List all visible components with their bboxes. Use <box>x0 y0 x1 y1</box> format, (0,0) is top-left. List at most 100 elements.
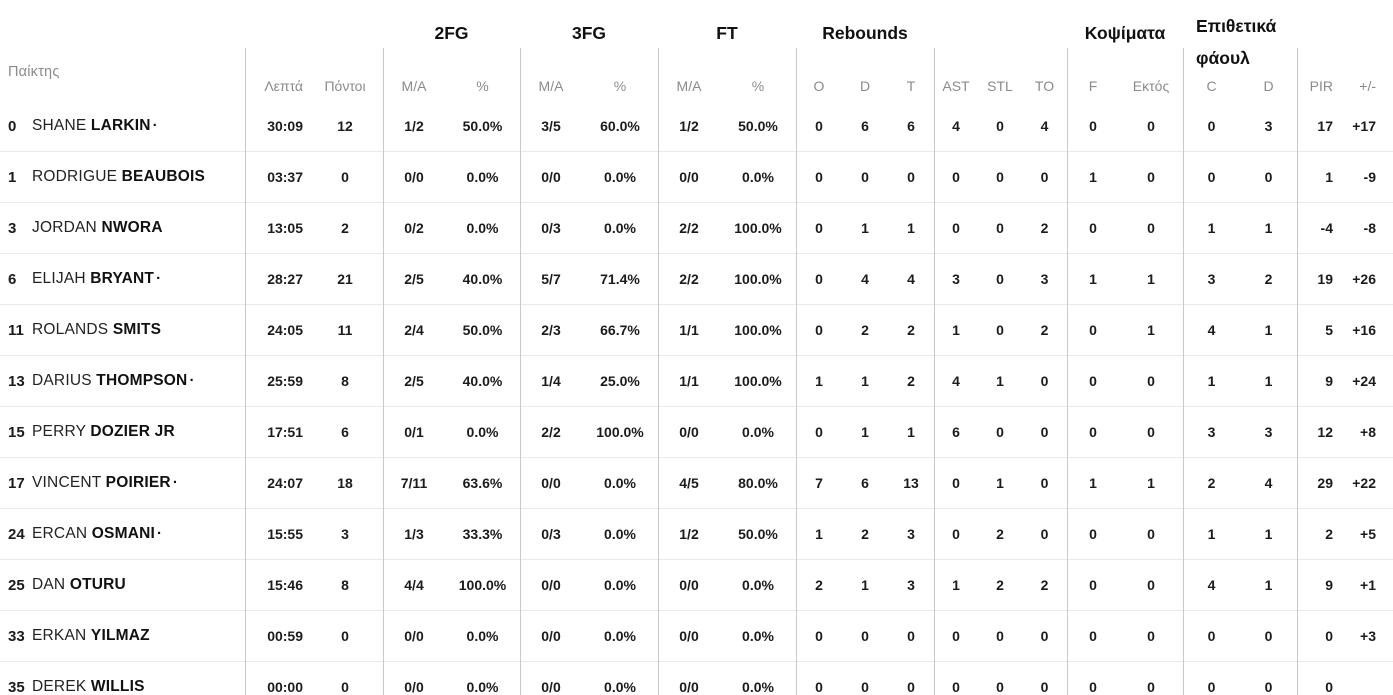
cell-steals: 0 <box>996 118 1004 134</box>
cell-blocks-against: 0 <box>1147 220 1155 236</box>
player-cell[interactable]: 17 VINCENT POIRIER · <box>0 474 245 492</box>
cell-2fg-pct: 40.0% <box>462 271 503 287</box>
cell-3fg-pct: 0.0% <box>604 628 636 644</box>
cell-reb-tot: 0 <box>907 628 915 644</box>
table-row: 11 ROLANDS SMITS 24:05 11 2/4 50.0% 2/3 … <box>0 305 1393 356</box>
cell-blocks-for: 0 <box>1089 628 1097 644</box>
cell-reb-def: 2 <box>861 322 869 338</box>
column-header-steals: STL <box>987 78 1013 94</box>
column-divider <box>520 48 521 695</box>
cell-ft-ma: 0/0 <box>679 577 699 593</box>
cell-reb-def: 2 <box>861 526 869 542</box>
table-row: 0 SHANE LARKIN · 30:09 12 1/2 50.0% 3/5 6… <box>0 101 1393 152</box>
cell-2fg-ma: 0/2 <box>404 220 424 236</box>
player-number: 35 <box>8 678 25 695</box>
player-first-name: VINCENT <box>32 474 102 491</box>
cell-reb-tot: 0 <box>907 679 915 695</box>
subheader-spacer <box>0 78 245 94</box>
cell-ft-pct: 0.0% <box>742 679 774 695</box>
cell-ft-ma: 1/2 <box>679 526 699 542</box>
cell-points: 2 <box>341 220 349 236</box>
cell-ft-pct: 100.0% <box>734 322 782 338</box>
column-header-blocks-against: Εκτός <box>1132 78 1170 94</box>
player-last-name: BEAUBOIS <box>121 168 206 185</box>
cell-fouls-committed: 1 <box>1207 526 1216 542</box>
player-number: 13 <box>8 372 25 390</box>
column-header-3fg-ma: M/A <box>538 78 564 94</box>
cell-2fg-ma: 1/2 <box>404 118 424 134</box>
column-header-blocks-for: F <box>1088 78 1098 94</box>
player-cell[interactable]: 33 ERKAN YILMAZ <box>0 627 245 645</box>
player-number: 25 <box>8 576 25 594</box>
cell-steals: 0 <box>996 679 1004 695</box>
player-cell[interactable]: 35 DEREK WILLIS <box>0 678 245 695</box>
cell-blocks-for: 1 <box>1089 475 1097 491</box>
starter-marker: · <box>156 270 162 287</box>
player-cell[interactable]: 3 JORDAN NWORA <box>0 219 245 237</box>
cell-3fg-pct: 0.0% <box>604 577 636 593</box>
cell-ft-ma: 1/1 <box>679 373 699 389</box>
cell-ft-ma: 1/2 <box>679 118 699 134</box>
cell-2fg-pct: 0.0% <box>466 679 499 695</box>
player-number: 33 <box>8 627 25 645</box>
cell-points: 6 <box>341 424 349 440</box>
cell-steals: 2 <box>996 526 1004 542</box>
cell-blocks-for: 0 <box>1089 526 1097 542</box>
player-cell[interactable]: 24 ERCAN OSMANI · <box>0 525 245 543</box>
player-number: 6 <box>8 270 17 288</box>
player-cell[interactable]: 15 PERRY DOZIER JR <box>0 423 245 441</box>
player-cell[interactable]: 6 ELIJAH BRYANT · <box>0 270 245 288</box>
player-cell[interactable]: 1 RODRIGUE BEAUBOIS <box>0 168 245 186</box>
player-first-name: ERCAN <box>32 525 88 542</box>
player-name: DARIUS THOMPSON · <box>32 372 195 390</box>
cell-fouls-drawn: 1 <box>1264 373 1273 389</box>
cell-ft-ma: 1/1 <box>679 322 699 338</box>
cell-turnovers: 0 <box>1040 628 1049 644</box>
cell-reb-off: 0 <box>815 118 823 134</box>
column-header-2fg-pct: % <box>476 78 489 94</box>
cell-minutes: 15:46 <box>267 577 303 593</box>
cell-assists: 0 <box>952 169 960 185</box>
column-divider <box>1067 48 1068 695</box>
cell-3fg-ma: 3/5 <box>541 118 561 134</box>
cell-fouls-drawn: 1 <box>1264 526 1273 542</box>
player-name: ROLANDS SMITS <box>32 321 163 339</box>
cell-turnovers: 0 <box>1040 475 1049 491</box>
player-first-name: PERRY <box>32 423 86 440</box>
cell-reb-off: 0 <box>815 271 823 287</box>
cell-ft-pct: 100.0% <box>734 220 782 236</box>
player-cell[interactable]: 0 SHANE LARKIN · <box>0 117 245 135</box>
cell-fouls-drawn: 0 <box>1264 628 1273 644</box>
cell-blocks-against: 1 <box>1147 271 1155 287</box>
cell-assists: 0 <box>952 628 960 644</box>
player-number: 15 <box>8 423 25 441</box>
cell-turnovers: 3 <box>1040 271 1049 287</box>
cell-reb-tot: 13 <box>903 475 919 491</box>
cell-2fg-ma: 7/11 <box>400 475 428 491</box>
cell-2fg-ma: 2/5 <box>404 373 424 389</box>
cell-ft-pct: 0.0% <box>742 169 774 185</box>
cell-turnovers: 2 <box>1040 322 1049 338</box>
player-first-name: JORDAN <box>32 219 97 236</box>
column-header-fouls-drawn: D <box>1263 78 1274 94</box>
cell-steals: 0 <box>996 628 1004 644</box>
cell-points: 21 <box>337 271 353 287</box>
cell-fouls-committed: 0 <box>1207 628 1216 644</box>
cell-fouls-committed: 3 <box>1207 424 1216 440</box>
player-name: ERCAN OSMANI · <box>32 525 162 543</box>
cell-2fg-pct: 40.0% <box>462 373 503 389</box>
cell-reb-tot: 1 <box>907 424 915 440</box>
cell-blocks-for: 0 <box>1089 220 1097 236</box>
cell-reb-off: 0 <box>815 628 823 644</box>
player-first-name: ROLANDS <box>32 321 109 338</box>
player-cell[interactable]: 25 DAN OTURU <box>0 576 245 594</box>
cell-minutes: 00:59 <box>267 628 303 644</box>
cell-points: 0 <box>341 679 349 695</box>
cell-reb-off: 7 <box>815 475 823 491</box>
player-cell[interactable]: 11 ROLANDS SMITS <box>0 321 245 339</box>
cell-reb-off: 0 <box>815 424 823 440</box>
player-cell[interactable]: 13 DARIUS THOMPSON · <box>0 372 245 390</box>
column-divider <box>658 48 659 695</box>
player-last-name: OTURU <box>69 576 126 593</box>
